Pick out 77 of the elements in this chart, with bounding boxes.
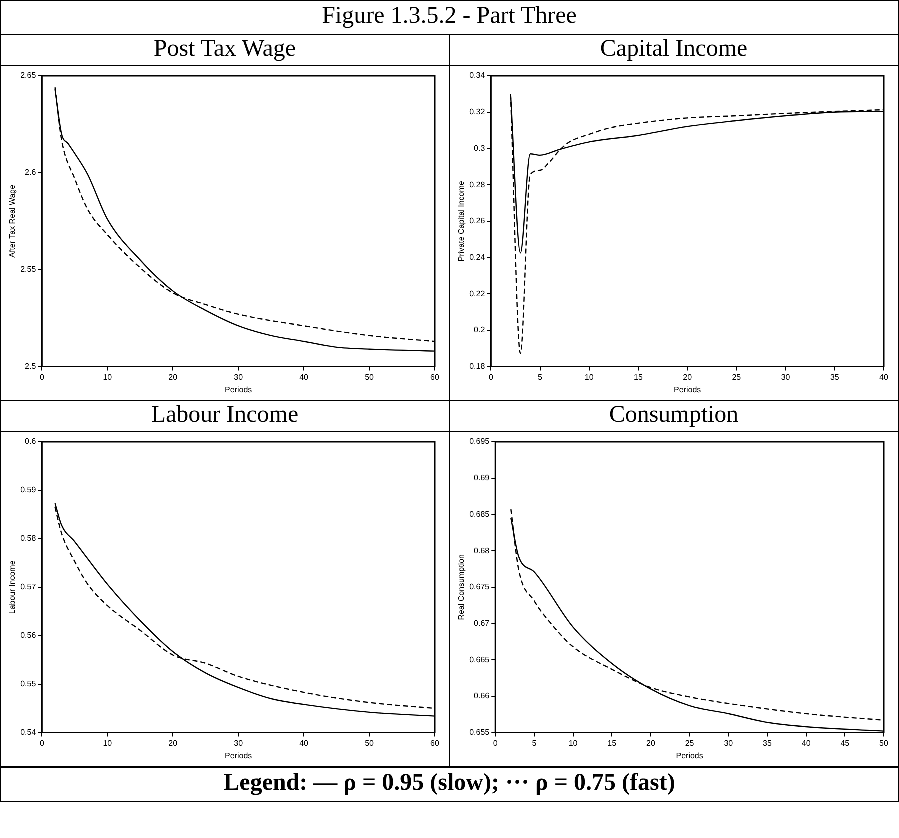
x-tick-label: 10: [103, 372, 113, 382]
x-tick-label: 30: [234, 372, 244, 382]
text: Legend: — ρ = 0.95 (slow); ··· ρ = 0.75 (fast): [1, 767, 898, 801]
x-tick-label: 40: [300, 372, 310, 382]
y-tick-label: 0.3: [474, 144, 486, 153]
y-tick-label: 0.675: [470, 582, 490, 592]
x-tick-label: 15: [608, 738, 618, 748]
y-tick-label: 0.34: [470, 71, 486, 80]
y-tick-label: 0.67: [474, 618, 490, 628]
y-tick-label: 0.28: [470, 180, 486, 190]
x-tick-label: 25: [685, 738, 695, 748]
chart-title: Labour Income: [1, 401, 449, 432]
y-tick-label: 2.55: [20, 265, 37, 274]
y-tick-label: 0.695: [470, 437, 490, 446]
x-tick-label: 5: [538, 372, 544, 382]
x-tick-label: 20: [168, 738, 178, 748]
chart-title: Capital Income: [450, 35, 898, 66]
y-tick-label: 0.55: [20, 680, 37, 689]
y-tick-label: 0.69: [474, 474, 490, 483]
x-tick-label: 0: [493, 738, 498, 748]
y-tick-label: 2.65: [20, 71, 37, 80]
x-tick-label: 20: [168, 372, 178, 382]
y-tick-label: 0.56: [20, 631, 37, 640]
x-tick-label: 15: [634, 372, 644, 382]
x-tick-label: 0: [488, 372, 494, 382]
x-tick-label: 10: [568, 738, 578, 748]
y-tick-label: 0.57: [20, 582, 37, 592]
y-tick-label: 0.6: [25, 437, 37, 446]
x-tick-label: 50: [365, 738, 375, 748]
caption: Figure 1.3.5.2 - Part Three: [1, 1, 898, 35]
y-tick-label: 2.5: [25, 362, 37, 372]
x-tick-label: 30: [781, 372, 791, 382]
y-tick-label: 0.2: [474, 326, 486, 335]
x-tick-label: 35: [763, 738, 772, 748]
x-tick-label: 0: [40, 738, 45, 748]
y-tick-label: 0.24: [470, 252, 486, 262]
y-axis-title: Private Capital Income: [457, 180, 466, 262]
x-tick-label: 0: [40, 372, 45, 382]
x-tick-label: 40: [300, 738, 310, 748]
x-tick-label: 30: [234, 738, 244, 748]
y-tick-label: 0.54: [20, 728, 37, 738]
x-tick-label: 5: [532, 738, 538, 748]
y-tick-label: 0.18: [470, 362, 486, 372]
y-tick-label: 0.58: [20, 534, 37, 544]
x-tick-label: 60: [430, 372, 440, 382]
chart-title: Post Tax Wage: [1, 35, 449, 66]
x-tick-label: 40: [802, 738, 812, 748]
x-tick-label: 50: [880, 738, 889, 748]
y-tick-label: 0.655: [470, 728, 490, 738]
y-tick-label: 0.59: [20, 486, 37, 495]
y-axis-title: After Tax Real Wage: [8, 184, 18, 258]
y-axis-title: Real Consumption: [457, 554, 466, 620]
x-axis-title: Periods: [676, 751, 704, 760]
y-tick-label: 0.66: [474, 692, 490, 701]
y-tick-label: 0.665: [470, 655, 490, 664]
x-tick-label: 35: [830, 372, 840, 382]
x-axis-title: Periods: [225, 751, 252, 760]
x-tick-label: 20: [646, 738, 656, 748]
x-axis-title: Periods: [225, 385, 252, 394]
y-tick-label: 0.685: [470, 510, 490, 519]
x-tick-label: 45: [840, 738, 850, 748]
y-tick-label: 0.26: [470, 216, 486, 226]
x-tick-label: 25: [732, 372, 742, 382]
x-tick-label: 50: [365, 372, 375, 382]
y-axis-title: Labour Income: [8, 560, 18, 614]
y-tick-label: 0.68: [474, 546, 490, 556]
y-tick-label: 0.32: [470, 108, 486, 117]
x-axis-title: Periods: [674, 385, 702, 394]
x-tick-label: 10: [103, 738, 113, 748]
x-tick-label: 20: [683, 372, 693, 382]
y-tick-label: 0.22: [470, 289, 486, 298]
x-tick-label: 60: [430, 738, 440, 748]
chart-title: Consumption: [450, 401, 898, 432]
x-tick-label: 10: [584, 372, 594, 382]
x-tick-label: 30: [724, 738, 734, 748]
y-tick-label: 2.6: [25, 168, 37, 178]
x-tick-label: 40: [880, 372, 889, 382]
